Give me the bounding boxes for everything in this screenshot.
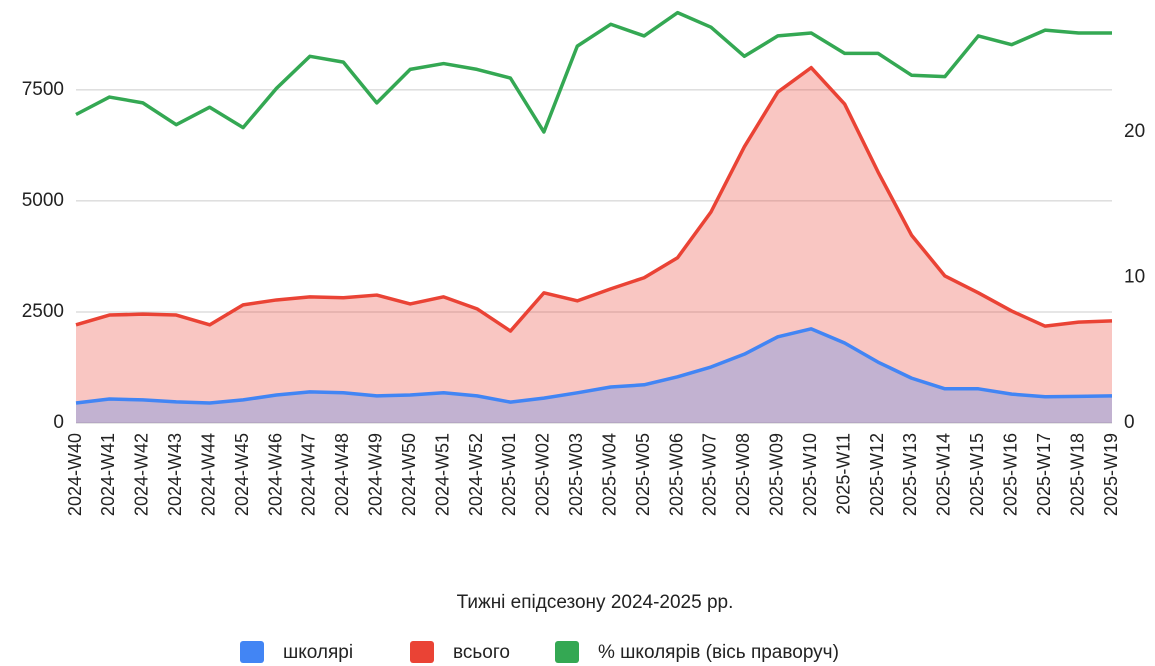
x-tick-label: 2025-W15 bbox=[967, 433, 987, 516]
x-tick-label: 2024-W46 bbox=[265, 433, 285, 516]
legend-swatch bbox=[555, 641, 579, 663]
x-tick-label: 2024-W43 bbox=[165, 433, 185, 516]
x-tick-label: 2025-W14 bbox=[934, 433, 954, 516]
x-tick-label: 2025-W09 bbox=[767, 433, 787, 516]
x-tick-label: 2025-W06 bbox=[666, 433, 686, 516]
x-tick-label: 2024-W49 bbox=[366, 433, 386, 516]
x-tick-label: 2024-W50 bbox=[399, 433, 419, 516]
x-tick-label: 2025-W19 bbox=[1101, 433, 1121, 516]
y2-tick-label: 10 bbox=[1124, 266, 1145, 287]
x-tick-label: 2025-W17 bbox=[1034, 433, 1054, 516]
area-fill bbox=[76, 67, 1112, 423]
x-tick-label: 2025-W11 bbox=[833, 433, 853, 515]
y-tick-label: 5000 bbox=[22, 190, 64, 211]
x-tick-label: 2025-W16 bbox=[1000, 433, 1020, 516]
x-tick-label: 2024-W48 bbox=[332, 433, 352, 516]
x-tick-label: 2025-W13 bbox=[900, 433, 920, 516]
y2-tick-label: 20 bbox=[1124, 121, 1145, 142]
x-tick-label: 2024-W42 bbox=[132, 433, 152, 516]
y2-tick-label: 0 bbox=[1124, 412, 1135, 433]
x-tick-label: 2024-W47 bbox=[299, 433, 319, 516]
x-tick-label: 2025-W04 bbox=[599, 433, 619, 516]
series-line bbox=[75, 65, 1113, 333]
legend-swatch bbox=[410, 641, 434, 663]
series-line bbox=[75, 10, 1112, 134]
y-tick-label: 7500 bbox=[22, 79, 64, 100]
legend-swatch bbox=[240, 641, 264, 663]
y-tick-label: 2500 bbox=[22, 301, 64, 322]
x-tick-label: 2024-W45 bbox=[232, 433, 252, 516]
x-tick-label: 2024-W51 bbox=[432, 433, 452, 516]
x-tick-label: 2025-W08 bbox=[733, 433, 753, 516]
x-tick-label: 2025-W05 bbox=[633, 433, 653, 516]
x-tick-label: 2025-W10 bbox=[800, 433, 820, 516]
x-tick-label: 2025-W02 bbox=[533, 433, 553, 516]
x-tick-label: 2025-W12 bbox=[867, 433, 887, 516]
x-tick-label: 2025-W03 bbox=[566, 433, 586, 516]
x-axis-label: Тижні епідсезону 2024-2025 рр. bbox=[457, 592, 734, 613]
y-tick-label: 0 bbox=[53, 412, 64, 433]
x-tick-label: 2025-W01 bbox=[499, 433, 519, 516]
x-tick-label: 2024-W41 bbox=[98, 433, 118, 516]
legend-label: всього bbox=[453, 642, 510, 663]
x-tick-label: 2025-W18 bbox=[1067, 433, 1087, 516]
series-line bbox=[75, 327, 1113, 405]
area-fill bbox=[76, 328, 1112, 423]
x-tick-label: 2024-W52 bbox=[466, 433, 486, 516]
x-tick-label: 2025-W07 bbox=[700, 433, 720, 516]
legend-label: % школярів (вісь праворуч) bbox=[598, 642, 839, 663]
legend-label: школярі bbox=[283, 642, 353, 663]
x-tick-label: 2024-W40 bbox=[65, 433, 85, 516]
x-tick-label: 2024-W44 bbox=[198, 433, 218, 516]
